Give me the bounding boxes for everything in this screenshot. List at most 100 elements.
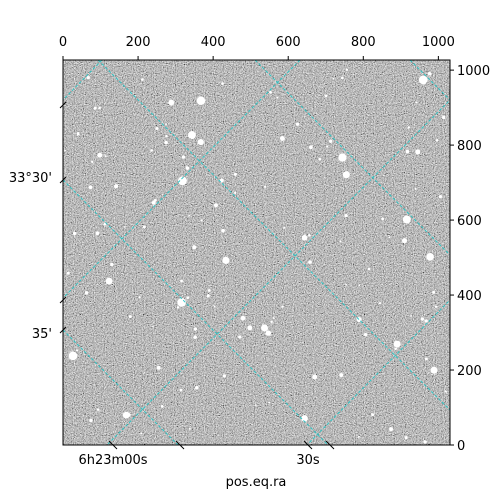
star: [105, 277, 113, 285]
star: [140, 432, 143, 435]
star: [338, 153, 347, 162]
wcs-tick: [59, 101, 67, 109]
star: [371, 413, 375, 417]
grid-line: [63, 179, 329, 445]
star: [438, 195, 443, 199]
star: [98, 106, 101, 110]
star: [410, 314, 413, 317]
y-tick-label: 800: [457, 139, 482, 154]
star: [424, 319, 428, 323]
star: [357, 435, 360, 438]
star: [378, 301, 382, 305]
star: [188, 214, 191, 217]
star: [188, 427, 191, 430]
star: [434, 305, 438, 308]
y-tick-label: 0: [457, 439, 465, 454]
star: [192, 245, 197, 250]
star: [423, 440, 427, 444]
x-label: pos.eq.ra: [226, 475, 287, 490]
star: [222, 374, 227, 378]
wcs-tick: [108, 440, 118, 450]
star: [89, 418, 93, 423]
grid-line: [63, 60, 103, 101]
star: [415, 149, 421, 155]
star: [193, 335, 197, 339]
star: [332, 77, 335, 80]
star: [407, 126, 410, 129]
star: [401, 238, 408, 244]
star: [309, 145, 313, 150]
star: [165, 123, 167, 126]
star: [283, 226, 286, 229]
dec-tick-label: 35': [32, 327, 52, 342]
star: [222, 256, 230, 264]
star: [76, 132, 80, 136]
star: [68, 351, 78, 361]
star: [195, 385, 199, 390]
wcs-tick: [59, 326, 67, 334]
star: [345, 68, 349, 71]
star: [95, 231, 100, 236]
grid-line: [63, 60, 301, 299]
star: [308, 234, 311, 237]
dec-tick-label: 33°30': [9, 171, 52, 186]
star: [221, 228, 225, 233]
star: [420, 317, 425, 321]
star: [75, 349, 79, 352]
star: [151, 200, 156, 205]
star: [261, 324, 269, 332]
star: [418, 75, 428, 85]
star: [263, 185, 267, 188]
star: [424, 357, 428, 361]
x-tick-label: 200: [126, 35, 151, 50]
x-tick-label: 400: [201, 35, 226, 50]
x-tick-label: 0: [59, 35, 67, 50]
star: [187, 131, 196, 140]
ra-tick-label: 30s: [296, 453, 320, 468]
grid-line: [97, 60, 450, 411]
star: [97, 152, 103, 158]
star: [340, 76, 344, 80]
star: [276, 96, 279, 99]
y-tick-label: 1000: [457, 64, 490, 79]
frame: [62, 59, 451, 446]
star: [345, 283, 348, 286]
star: [270, 320, 273, 324]
star: [206, 294, 210, 298]
y-tick-label: 200: [457, 364, 482, 379]
star: [240, 315, 246, 321]
star: [414, 187, 417, 190]
star: [90, 160, 94, 164]
star: [160, 404, 164, 408]
star: [156, 365, 161, 370]
star: [233, 172, 237, 176]
star: [177, 298, 186, 307]
star: [110, 262, 114, 267]
star: [213, 203, 219, 208]
star: [388, 236, 391, 239]
star: [213, 305, 216, 308]
star: [393, 340, 401, 348]
star: [150, 149, 153, 152]
star: [342, 171, 350, 179]
wcs-tick: [175, 440, 185, 450]
star: [181, 155, 186, 159]
star: [301, 415, 308, 422]
y-tick-label: 400: [457, 289, 482, 304]
star: [254, 404, 257, 406]
star: [168, 99, 175, 106]
star: [154, 199, 157, 202]
star: [193, 327, 198, 331]
star: [435, 139, 439, 142]
star: [114, 184, 119, 189]
star: [103, 222, 107, 226]
star: [381, 217, 385, 221]
star: [185, 166, 190, 170]
star: [179, 388, 183, 392]
star: [279, 136, 285, 141]
star: [86, 76, 90, 80]
star: [72, 231, 77, 236]
star: [88, 185, 93, 190]
star: [268, 401, 271, 404]
star: [196, 96, 206, 105]
